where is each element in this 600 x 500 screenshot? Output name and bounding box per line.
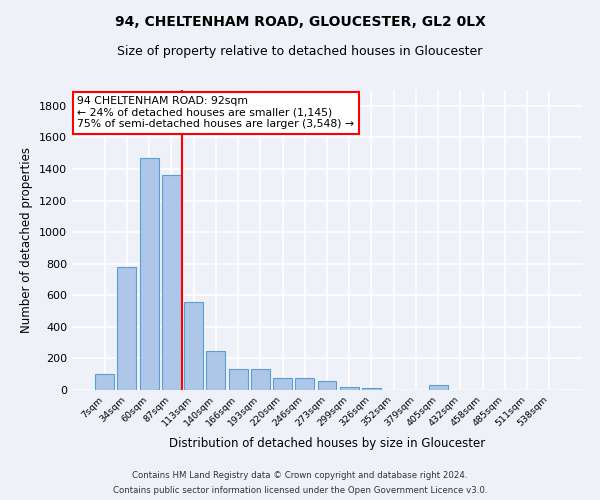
Text: Size of property relative to detached houses in Gloucester: Size of property relative to detached ho…: [118, 45, 482, 58]
Text: 94, CHELTENHAM ROAD, GLOUCESTER, GL2 0LX: 94, CHELTENHAM ROAD, GLOUCESTER, GL2 0LX: [115, 15, 485, 29]
Bar: [229, 370, 248, 390]
Bar: [118, 267, 136, 390]
Bar: [429, 386, 448, 390]
Bar: [273, 378, 292, 390]
Bar: [295, 378, 314, 390]
Text: 94 CHELTENHAM ROAD: 92sqm
← 24% of detached houses are smaller (1,145)
75% of se: 94 CHELTENHAM ROAD: 92sqm ← 24% of detac…: [77, 96, 354, 129]
Text: Contains public sector information licensed under the Open Government Licence v3: Contains public sector information licen…: [113, 486, 487, 495]
Bar: [140, 158, 158, 390]
Bar: [340, 387, 359, 390]
Bar: [184, 302, 203, 390]
Y-axis label: Number of detached properties: Number of detached properties: [20, 147, 34, 333]
Bar: [362, 388, 381, 390]
Bar: [317, 382, 337, 390]
Text: Contains HM Land Registry data © Crown copyright and database right 2024.: Contains HM Land Registry data © Crown c…: [132, 471, 468, 480]
Bar: [95, 374, 114, 390]
X-axis label: Distribution of detached houses by size in Gloucester: Distribution of detached houses by size …: [169, 436, 485, 450]
Bar: [206, 352, 225, 390]
Bar: [251, 370, 270, 390]
Bar: [162, 176, 181, 390]
